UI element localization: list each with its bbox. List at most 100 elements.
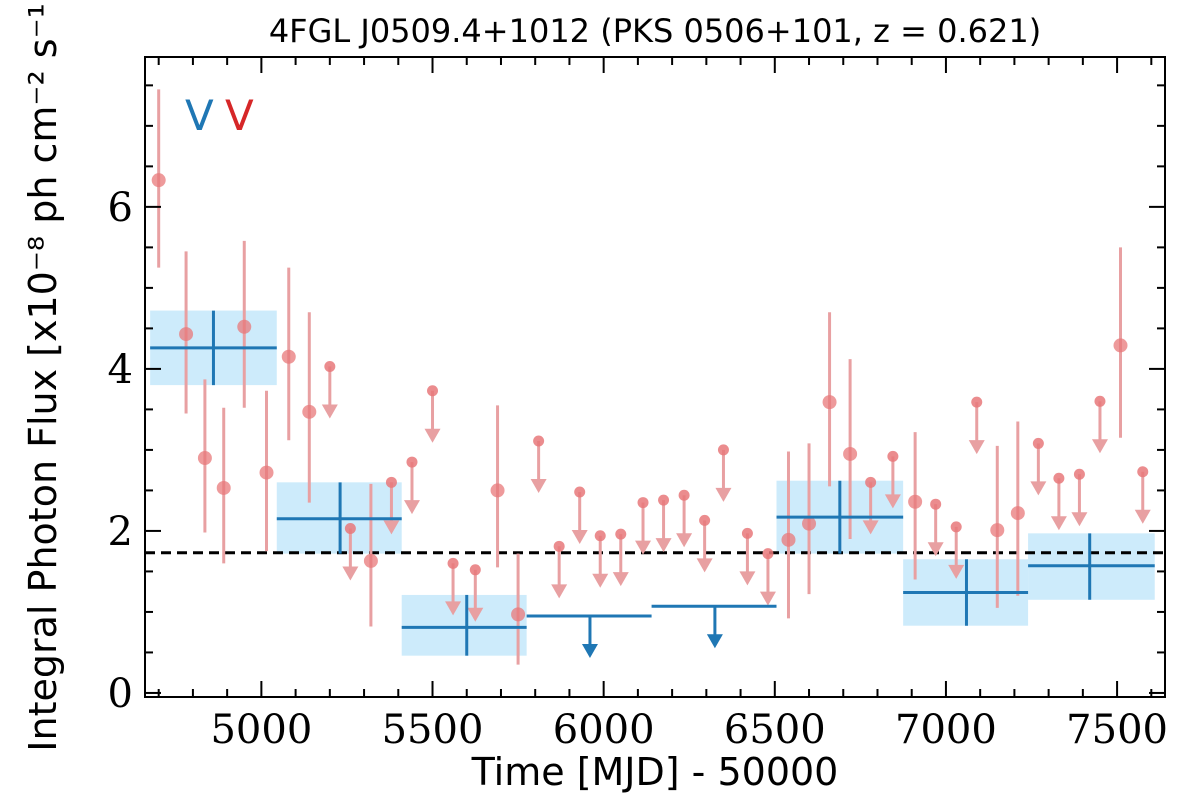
y-axis-label: Integral Photon Flux [x10⁻⁸ ph cm⁻² s⁻¹] (21, 0, 65, 752)
upper-limit-arrow (467, 607, 484, 622)
upper-limit-arrow (655, 538, 672, 553)
y-tick-label: 0 (108, 671, 133, 717)
upper-limit-arrow (1030, 481, 1047, 496)
fine-data-point (990, 523, 1005, 538)
upper-limit-arrow (530, 479, 547, 493)
upper-limit-arrow (948, 564, 965, 579)
upper-limit-arrow (862, 520, 879, 535)
x-tick-label: 6500 (724, 707, 826, 753)
plot-area: 5000 5500 6000 6500 7000 7500 0 2 4 6 V V (108, 56, 1168, 753)
y-tick-label: 6 (108, 185, 133, 231)
y-tick-label: 2 (108, 509, 133, 555)
upper-limit-point (678, 489, 690, 501)
upper-limit-point (865, 476, 877, 488)
upper-limit-arrow (383, 520, 400, 535)
upper-limit-point (699, 514, 711, 526)
upper-limit-point (930, 498, 942, 510)
x-tick-label: 6000 (553, 707, 655, 753)
upper-limit-arrow (321, 404, 338, 419)
block-upper-limit-arrow (581, 643, 598, 658)
variability-flag: V (225, 91, 254, 140)
upper-limit-arrow (676, 533, 693, 548)
upper-limit-arrow (612, 572, 629, 587)
x-tick-label: 7000 (895, 707, 997, 753)
upper-limit-arrow (571, 530, 588, 545)
fine-data-point (216, 480, 231, 495)
upper-limit-point (533, 435, 545, 447)
upper-limit-point (574, 486, 586, 498)
fine-data-point (822, 395, 837, 410)
fine-data-point (511, 607, 526, 622)
upper-limit-arrow (715, 487, 732, 502)
upper-limit-point (406, 456, 418, 468)
bayesian-blocks-series (150, 310, 1155, 658)
fine-data-point (843, 446, 858, 461)
x-axis-label: Time [MJD] - 50000 (471, 750, 839, 794)
upper-limit-point (447, 557, 459, 569)
x-tick-label: 7500 (1066, 707, 1168, 753)
fine-data-point (1113, 338, 1128, 353)
upper-limit-arrow (1134, 509, 1151, 524)
upper-limit-arrow (927, 542, 944, 557)
upper-limit-point (1073, 468, 1085, 480)
upper-limit-arrow (1071, 512, 1088, 527)
upper-limit-point (1053, 472, 1065, 484)
upper-limit-point (553, 540, 565, 552)
fine-data-point (363, 553, 378, 568)
upper-limit-arrow (551, 584, 568, 599)
upper-limit-arrow (635, 540, 652, 555)
upper-limit-arrow (968, 440, 985, 455)
block-bands (150, 310, 1155, 656)
upper-limit-arrow (342, 566, 359, 581)
block-upper-limit-arrow (706, 634, 723, 649)
fine-binned-series (151, 89, 1151, 665)
upper-limit-point (427, 385, 439, 397)
upper-limit-arrow (696, 558, 713, 573)
fine-data-point (781, 532, 796, 547)
upper-limit-arrow (884, 494, 901, 509)
upper-limit-point (950, 521, 962, 533)
fine-data-point (237, 319, 252, 334)
upper-limit-point (717, 444, 729, 456)
x-tick-label: 5500 (382, 707, 484, 753)
x-axis-ticks: 5000 5500 6000 6500 7000 7500 (157, 57, 1168, 753)
fine-data-point (1010, 506, 1025, 521)
fine-data-point (802, 516, 817, 531)
upper-limit-point (658, 494, 670, 506)
upper-limit-point (1094, 395, 1106, 407)
upper-limit-point (887, 450, 899, 462)
x-tick-label: 5000 (210, 707, 312, 753)
upper-limit-point (385, 476, 397, 488)
upper-limit-arrow (445, 601, 462, 616)
upper-limit-point (1032, 437, 1044, 449)
upper-limit-point (344, 522, 356, 534)
upper-limit-point (594, 530, 606, 542)
fine-data-point (281, 349, 296, 364)
upper-limit-arrow (1091, 439, 1108, 454)
block-band (401, 594, 527, 656)
upper-limit-point (469, 564, 481, 576)
upper-limit-point (762, 548, 774, 560)
upper-limit-point (1137, 466, 1149, 478)
variability-flag: V (185, 91, 214, 140)
upper-limit-point (324, 360, 336, 372)
axes-frame (144, 56, 1166, 698)
fine-data-point (259, 465, 274, 480)
upper-limit-point (971, 396, 983, 408)
upper-limit-point (637, 497, 649, 509)
fine-data-point (908, 494, 923, 509)
y-tick-label: 4 (108, 347, 133, 393)
fine-data-point (179, 327, 194, 342)
fine-data-point (302, 404, 317, 419)
upper-limit-point (615, 528, 627, 540)
upper-limit-arrow (403, 500, 420, 515)
upper-limit-arrow (1050, 516, 1067, 531)
upper-limit-arrow (592, 573, 609, 588)
upper-limit-arrow (739, 571, 756, 586)
upper-limit-arrow (424, 428, 441, 443)
fine-data-point (490, 483, 505, 498)
fine-data-point (151, 173, 166, 188)
fine-data-point (197, 451, 212, 466)
